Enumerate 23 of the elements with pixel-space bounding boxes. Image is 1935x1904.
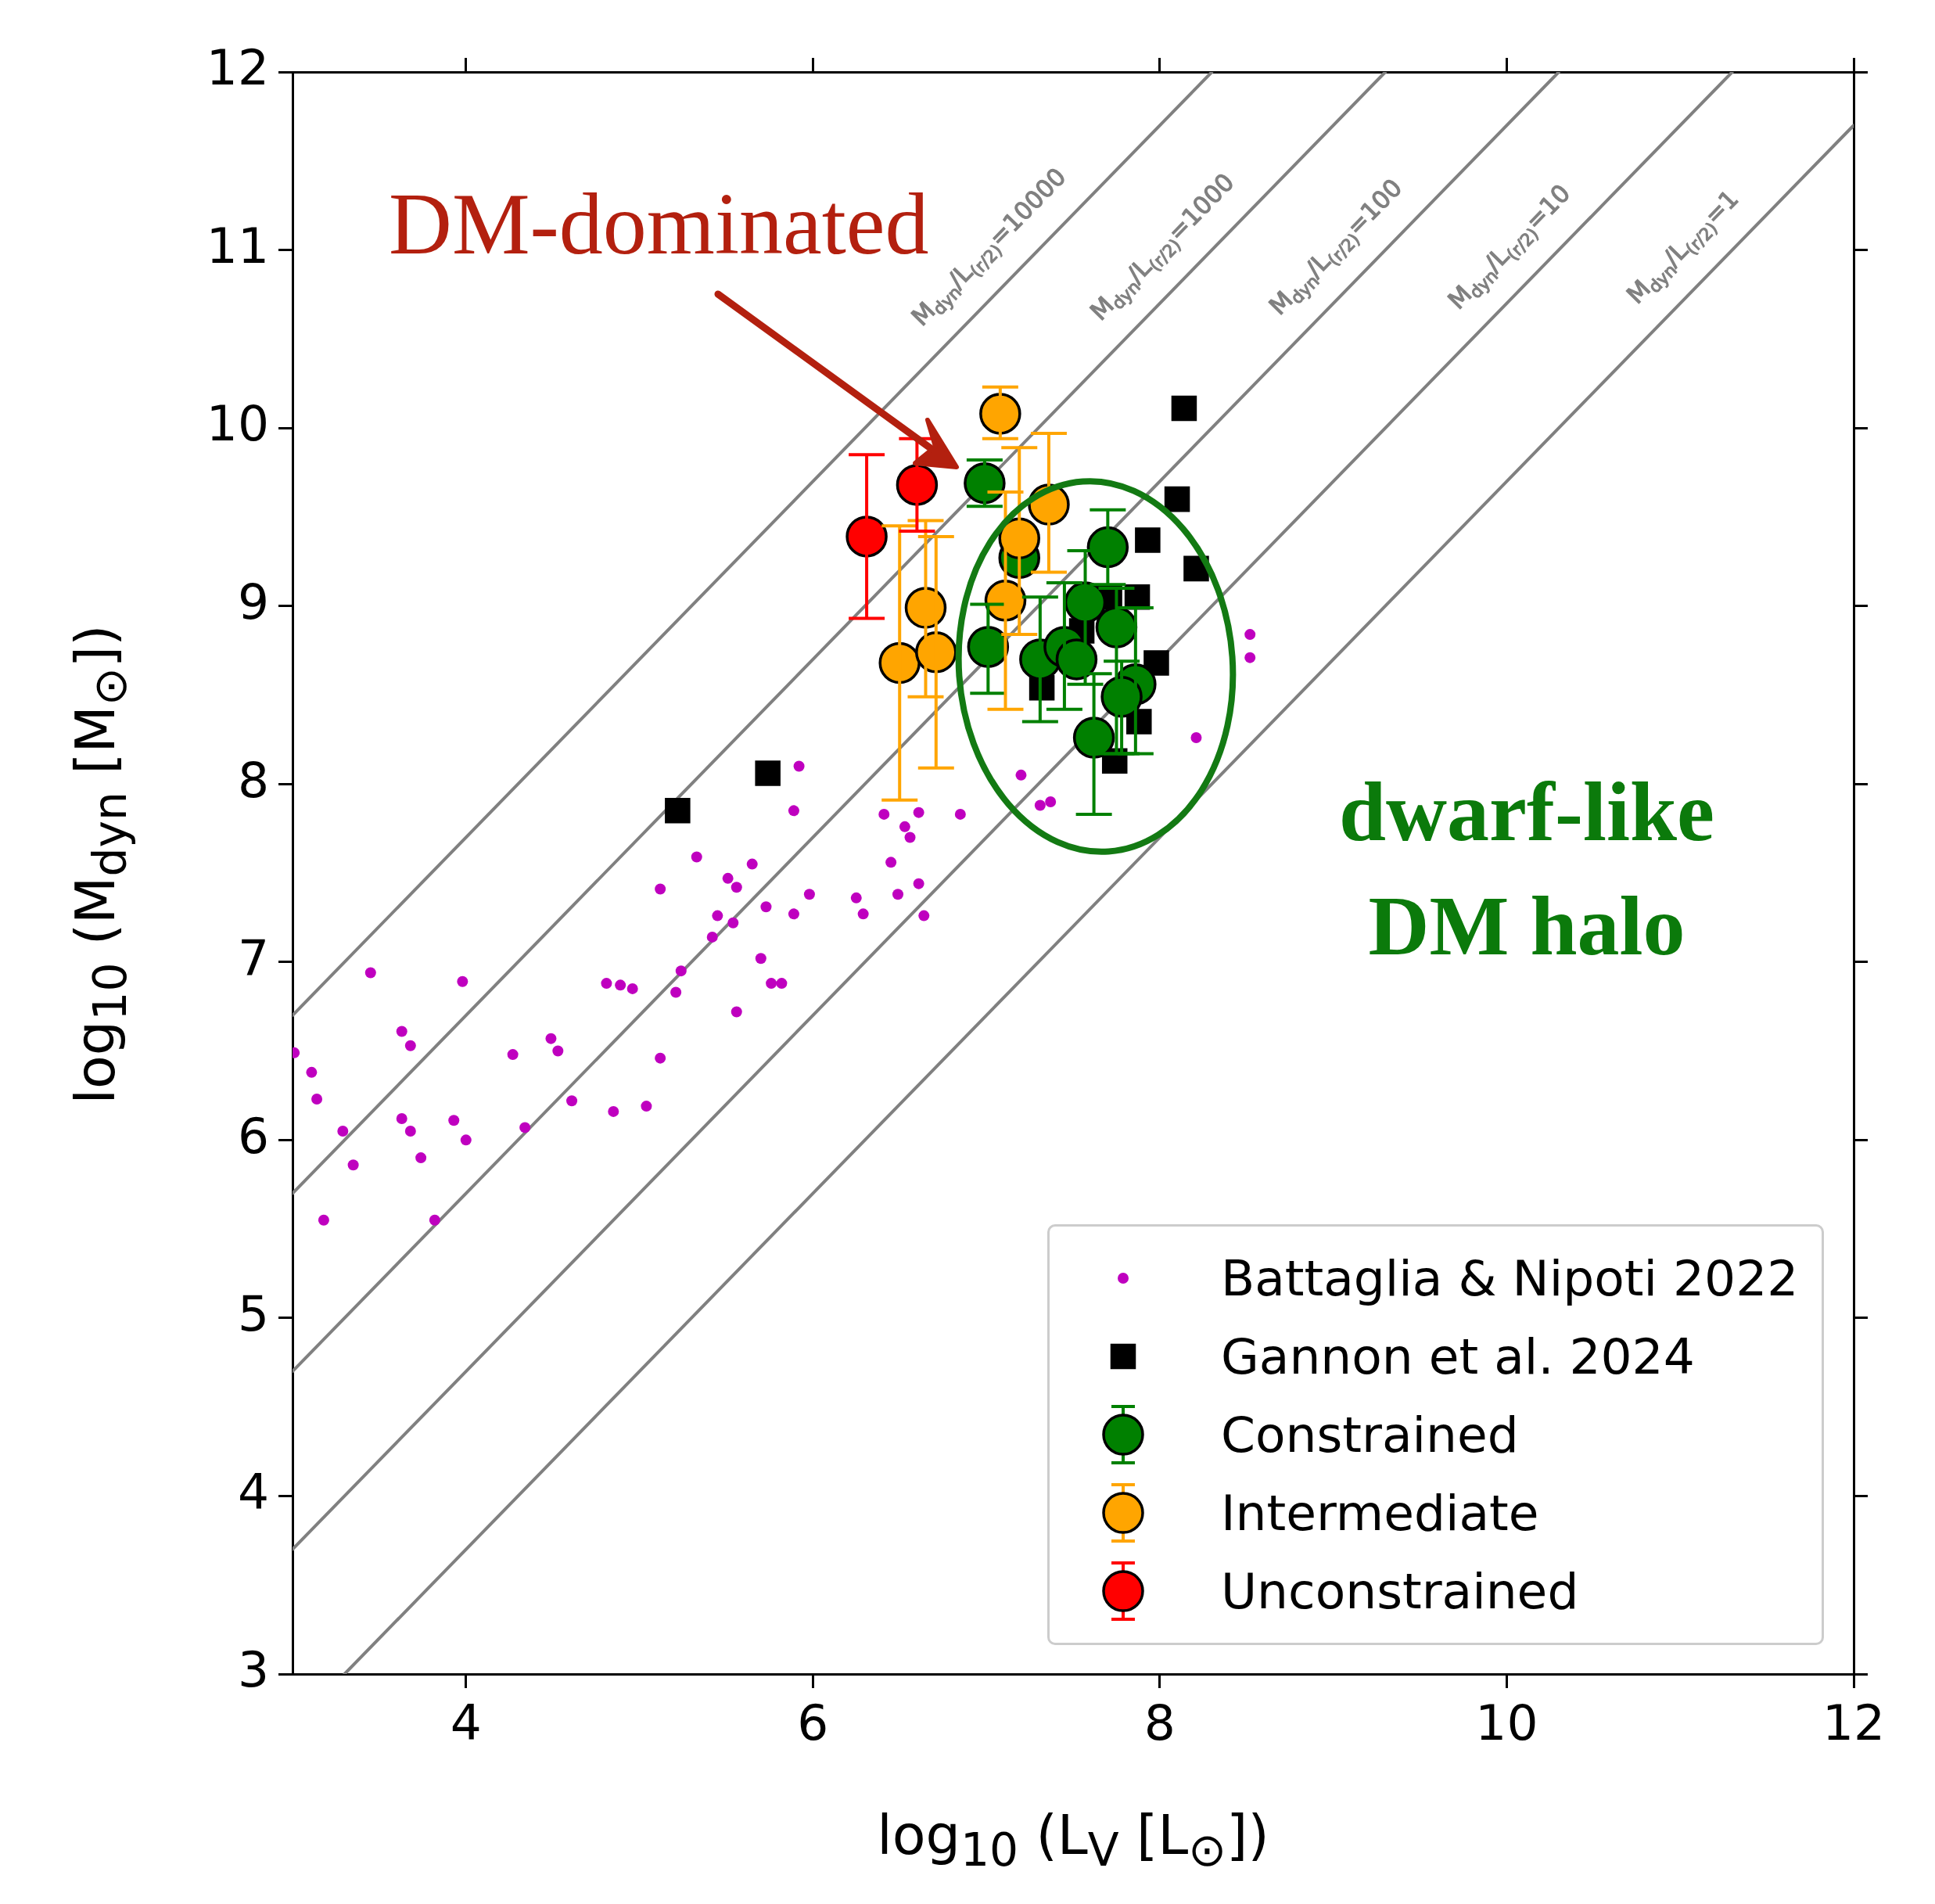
legend-label: Battaglia & Nipoti 2022 bbox=[1221, 1249, 1799, 1307]
y-tick-label: 11 bbox=[206, 217, 269, 275]
y-tick-label: 10 bbox=[206, 395, 269, 453]
legend-label: Intermediate bbox=[1221, 1484, 1539, 1542]
annotation: dwarf-like DM halo bbox=[1338, 764, 1715, 974]
y-tick-label: 7 bbox=[237, 929, 269, 987]
x-tick-label: 10 bbox=[1475, 1694, 1538, 1752]
x-tick-label: 6 bbox=[797, 1694, 829, 1752]
y-tick-label: 12 bbox=[206, 39, 269, 97]
legend-label: Unconstrained bbox=[1221, 1562, 1579, 1620]
y-tick-label: 9 bbox=[237, 573, 269, 631]
y-tick-label: 3 bbox=[237, 1641, 269, 1699]
x-axis-title: log$_{10}$ (L$_{V}$ [L$_{⊙}$]) bbox=[877, 1803, 1269, 1877]
x-tick-label: 8 bbox=[1143, 1694, 1176, 1752]
x-tick-label: 4 bbox=[450, 1694, 482, 1752]
y-tick-label: 6 bbox=[237, 1107, 269, 1165]
x-tick-label: 12 bbox=[1822, 1694, 1886, 1752]
legend-label: Gannon et al. 2024 bbox=[1221, 1327, 1695, 1385]
y-tick-label: 8 bbox=[237, 751, 269, 809]
legend-label: Constrained bbox=[1221, 1406, 1519, 1464]
annotation: DM-dominated bbox=[389, 174, 929, 274]
y-tick-label: 5 bbox=[237, 1285, 269, 1343]
y-tick-label: 4 bbox=[237, 1463, 269, 1521]
